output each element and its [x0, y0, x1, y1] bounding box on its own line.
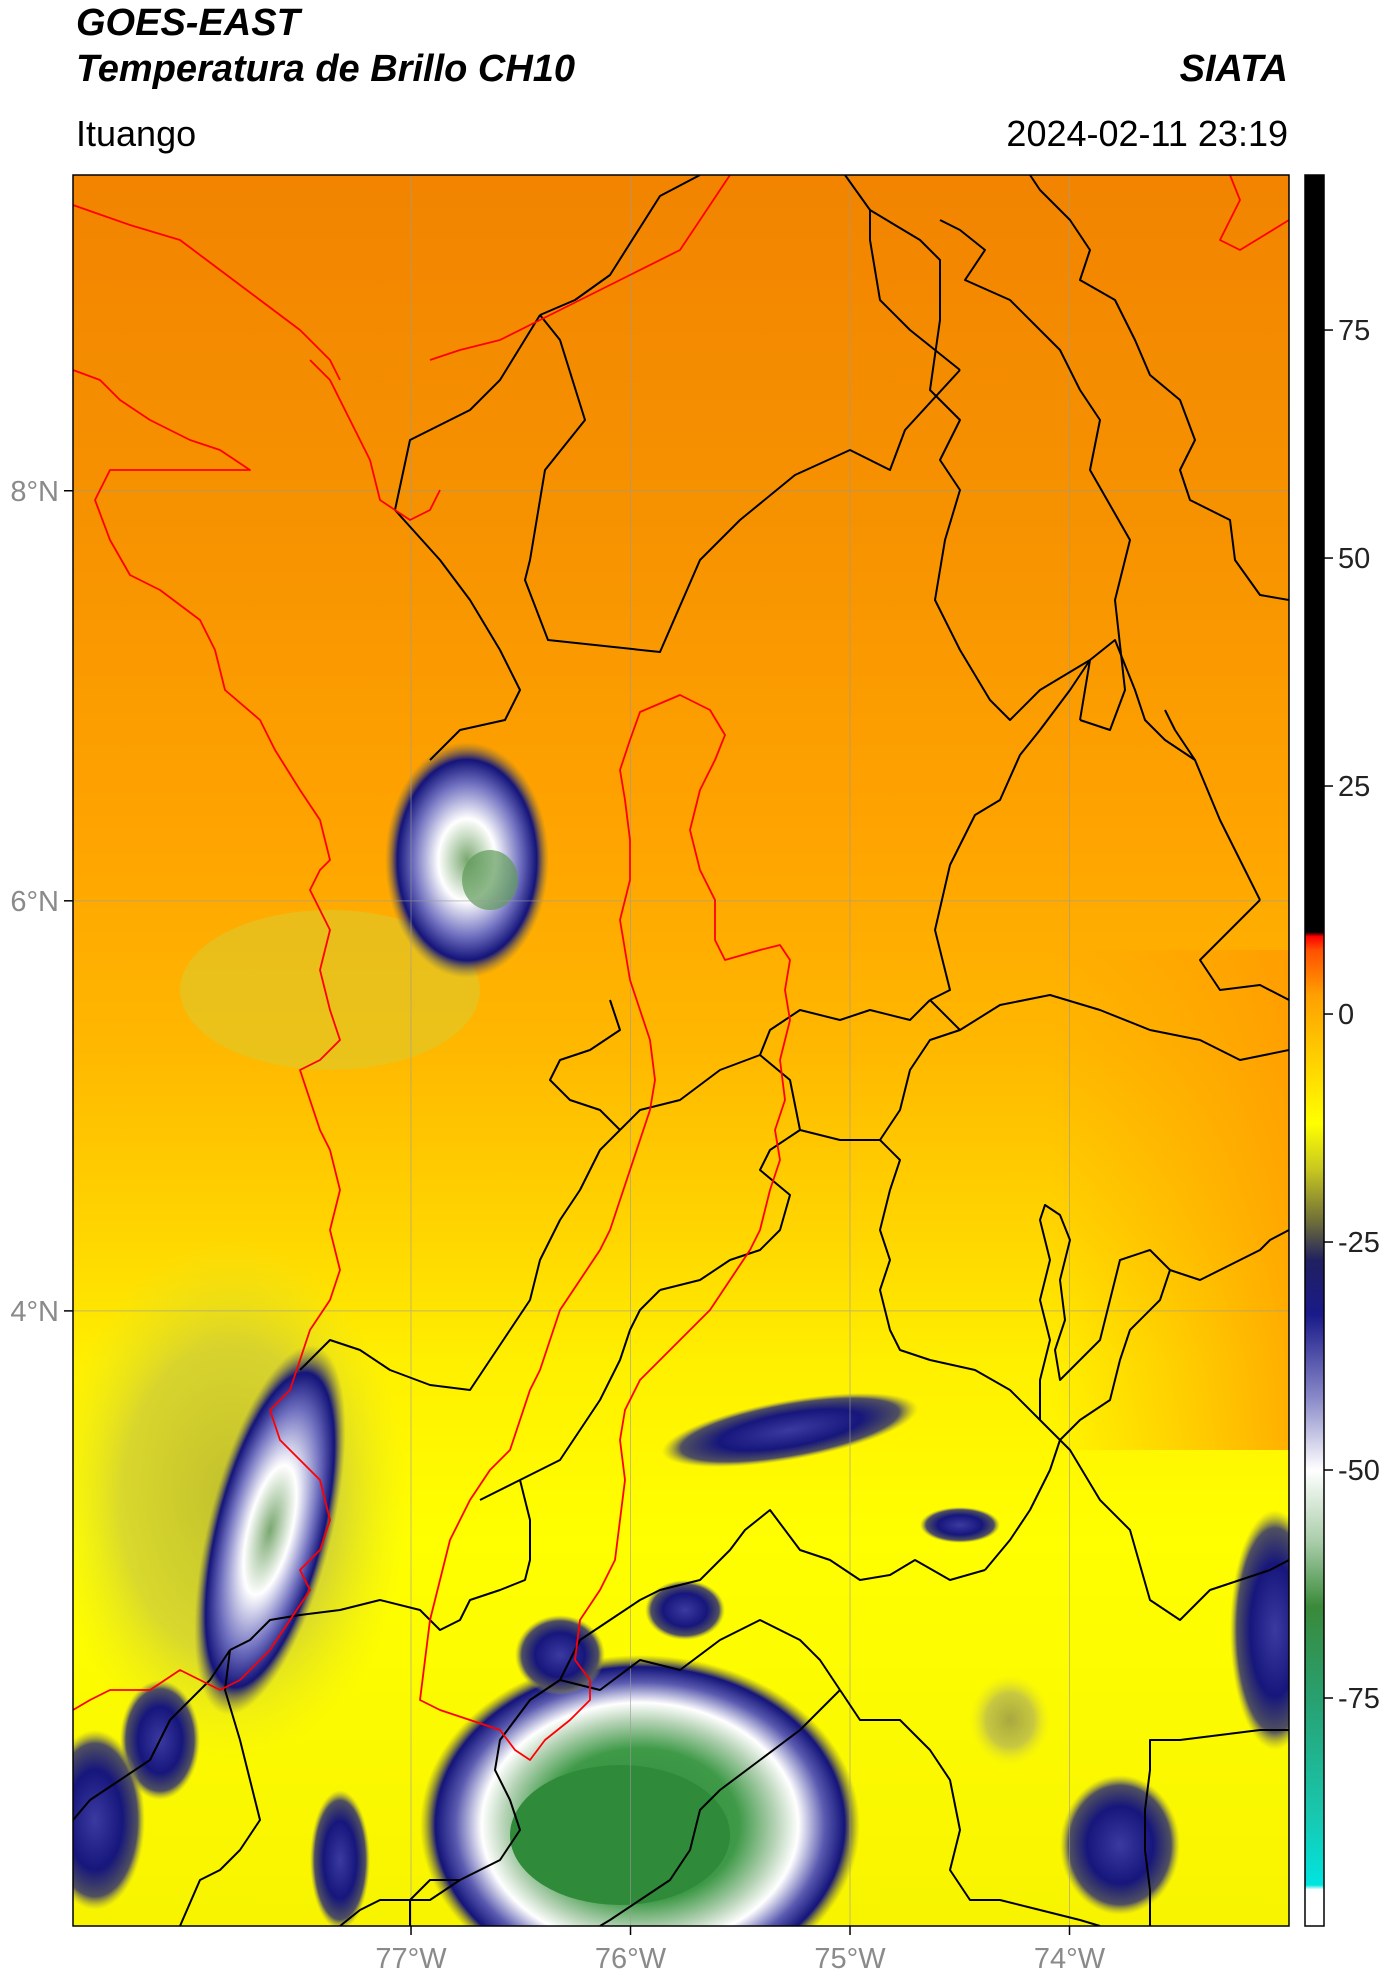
- latitude-tick-label: 8°N: [10, 476, 59, 508]
- map-area: [73, 175, 1289, 1926]
- latitude-tick-label: 4°N: [10, 1296, 59, 1328]
- colorbar-tick-label: 75: [1338, 315, 1370, 347]
- longitude-ticks: 77°W 76°W 75°W 74°W: [375, 1926, 1106, 1975]
- colorbar-tick-label: -25: [1338, 1227, 1380, 1259]
- longitude-tick-label: 77°W: [375, 1943, 447, 1975]
- coastal-cloud-band: [194, 1345, 346, 1715]
- olive-patch-se: [970, 1675, 1050, 1765]
- colorbar-ticks: 75 50 25 0 -25 -50 -75: [1324, 315, 1380, 1715]
- cloud-southeast: [1060, 1775, 1180, 1915]
- cloud-patch-sw3: [310, 1790, 370, 1926]
- cloud-band-central: [661, 1392, 919, 1468]
- colorbar-tick-label: 50: [1338, 543, 1370, 575]
- warm-region-east: [1050, 950, 1289, 1450]
- latitude-ticks: 8°N 6°N 4°N: [10, 476, 73, 1328]
- product-title: Temperatura de Brillo CH10: [76, 48, 576, 90]
- latitude-tick-label: 6°N: [10, 886, 59, 918]
- longitude-tick-label: 75°W: [814, 1943, 886, 1975]
- colorbar: [1304, 174, 1325, 1927]
- convective-cell-north: [385, 742, 549, 978]
- storm-cell-nw: [515, 1615, 605, 1695]
- colorbar-tick-label: -50: [1338, 1455, 1380, 1487]
- datetime-label: 2024-02-11 23:19: [1006, 113, 1288, 154]
- gridlines: [73, 175, 1289, 1926]
- cloud-patch-sw2: [73, 1730, 145, 1910]
- satellite-title: GOES-EAST: [76, 2, 300, 44]
- map-frame: [72, 174, 1290, 1927]
- storm-cold-core: [510, 1765, 730, 1905]
- coastline-and-basin: [73, 175, 1289, 1761]
- brand-label: SIATA: [1179, 48, 1288, 90]
- longitude-tick-label: 74°W: [1034, 1943, 1106, 1975]
- colorbar-tick-label: 25: [1338, 771, 1370, 803]
- storm-cell-ne: [645, 1580, 725, 1640]
- cold-core-north: [462, 850, 518, 910]
- longitude-tick-label: 76°W: [595, 1943, 667, 1975]
- title-block: GOES-EAST Temperatura de Brillo CH10: [76, 0, 575, 92]
- department-borders: [73, 175, 1289, 1926]
- cloud-east-edge: [1230, 1510, 1289, 1750]
- olive-haze-west: [180, 910, 480, 1070]
- colorbar-tick-label: -75: [1338, 1683, 1380, 1715]
- colorbar-tick-label: 0: [1338, 999, 1354, 1031]
- cloud-fleck-east: [920, 1507, 1000, 1543]
- region-label: Ituango: [76, 113, 197, 154]
